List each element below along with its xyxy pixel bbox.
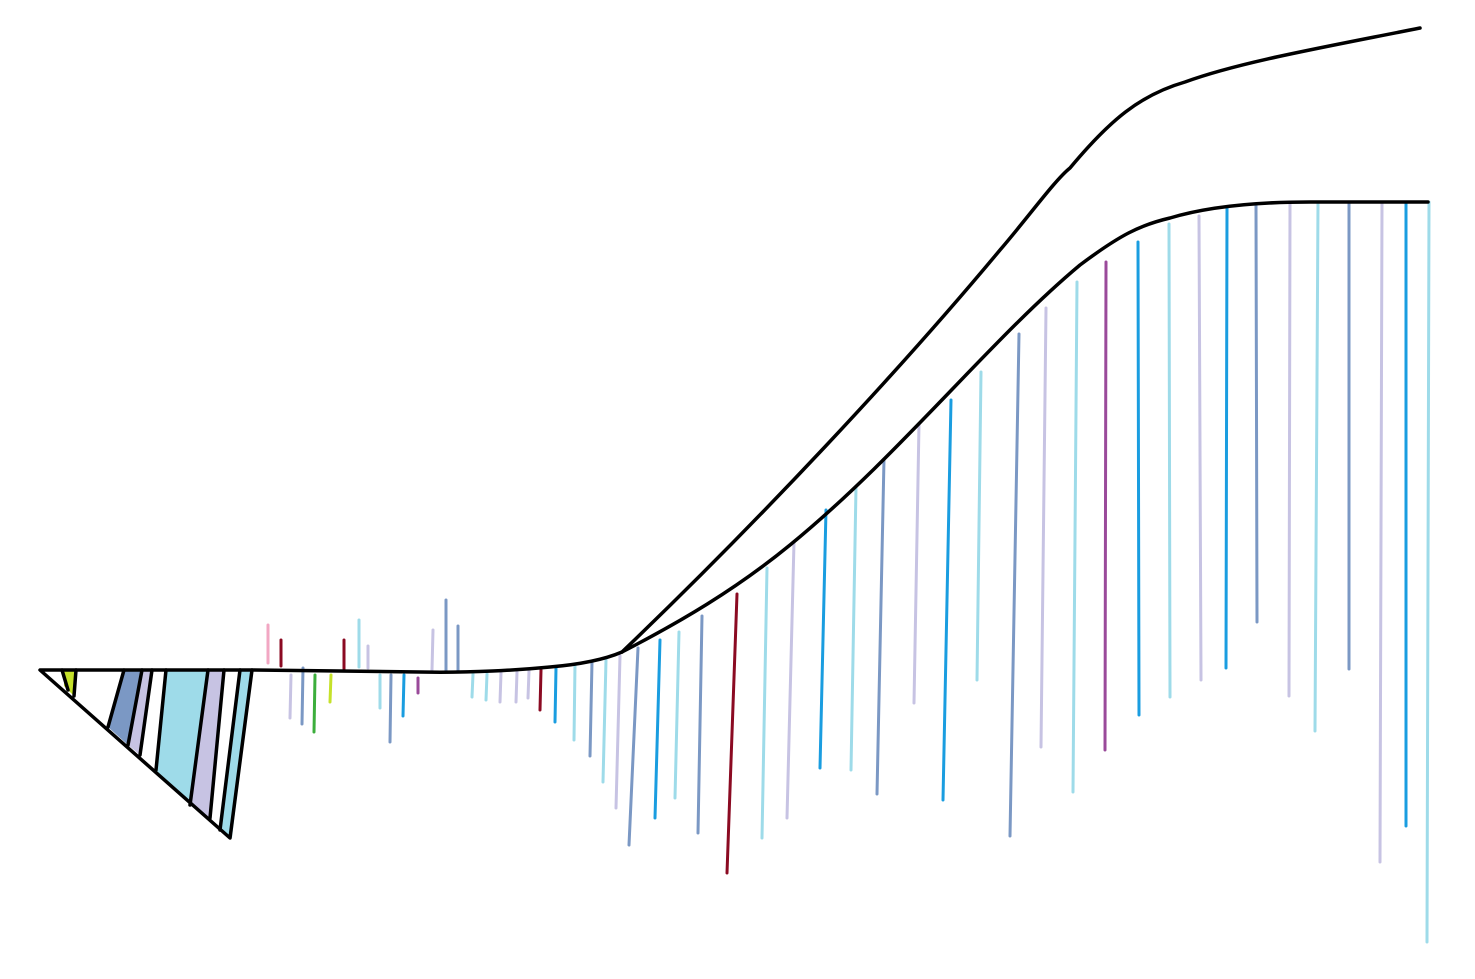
vertical-stroke xyxy=(288,673,293,720)
vertical-stroke xyxy=(312,673,317,734)
vertical-stroke xyxy=(1167,222,1172,699)
fan-divider xyxy=(106,668,126,729)
fan-divider xyxy=(154,668,168,772)
vertical-stroke xyxy=(553,666,558,724)
vertical-stroke xyxy=(849,485,858,772)
fan-divider xyxy=(208,668,226,820)
fan-band-sky-2 xyxy=(220,670,252,838)
vertical-stroke xyxy=(430,628,435,672)
vertical-stroke xyxy=(696,614,704,835)
fan-band-sky xyxy=(156,670,208,805)
vertical-stroke xyxy=(401,673,406,718)
vertical-stroke xyxy=(388,673,393,744)
vertical-stroke xyxy=(725,592,739,875)
vertical-stroke xyxy=(1425,200,1431,944)
vertical-stroke xyxy=(912,422,921,705)
vertical-stroke xyxy=(300,666,305,726)
vertical-stroke xyxy=(1136,240,1141,717)
fan-divider xyxy=(188,668,210,807)
vertical-stroke xyxy=(1313,200,1320,733)
vertical-stroke xyxy=(653,638,662,820)
vertical-stroke xyxy=(1103,260,1108,752)
vertical-stroke xyxy=(818,508,828,770)
fan-divider xyxy=(126,668,144,747)
vertical-stroke xyxy=(941,398,953,802)
vertical-stroke xyxy=(627,646,640,847)
vertical-stroke xyxy=(614,654,622,810)
vertical-stroke xyxy=(572,662,577,742)
fan-band-lavender-2 xyxy=(190,670,224,818)
vertical-stroke xyxy=(1197,214,1203,682)
vertical-stroke xyxy=(601,658,608,784)
fan-divider xyxy=(60,668,70,692)
vertical-stroke xyxy=(785,540,796,820)
vertical-strokes xyxy=(266,200,1431,944)
fan-divider xyxy=(218,668,242,832)
vertical-stroke xyxy=(1008,332,1021,838)
vertical-stroke xyxy=(514,670,519,704)
vertical-stroke xyxy=(498,671,503,704)
vertical-stroke xyxy=(470,672,475,699)
fan-outline xyxy=(38,668,254,840)
fan-divider xyxy=(138,668,154,757)
fan-band-lime xyxy=(64,670,74,696)
vertical-stroke xyxy=(328,673,333,704)
vertical-stroke xyxy=(588,660,594,758)
triangular-fan xyxy=(38,668,254,840)
vertical-stroke xyxy=(484,672,489,702)
vertical-stroke xyxy=(1224,206,1229,670)
vertical-stroke xyxy=(538,668,543,712)
vertical-stroke xyxy=(975,370,983,682)
vertical-stroke xyxy=(1287,200,1292,698)
vertical-stroke xyxy=(673,630,681,800)
fan-band-steel xyxy=(108,670,142,745)
baseline-curve xyxy=(250,200,1430,674)
vertical-stroke xyxy=(1039,306,1048,749)
vertical-stroke xyxy=(1071,280,1079,794)
vertical-stroke xyxy=(760,566,769,840)
fan-band-lavender xyxy=(128,670,152,755)
vertical-stroke xyxy=(526,669,531,700)
fan-divider xyxy=(72,668,78,698)
vertical-stroke xyxy=(1254,203,1259,624)
vertical-stroke xyxy=(1378,200,1384,864)
upper-curve xyxy=(620,26,1422,654)
vertical-stroke xyxy=(875,457,886,796)
